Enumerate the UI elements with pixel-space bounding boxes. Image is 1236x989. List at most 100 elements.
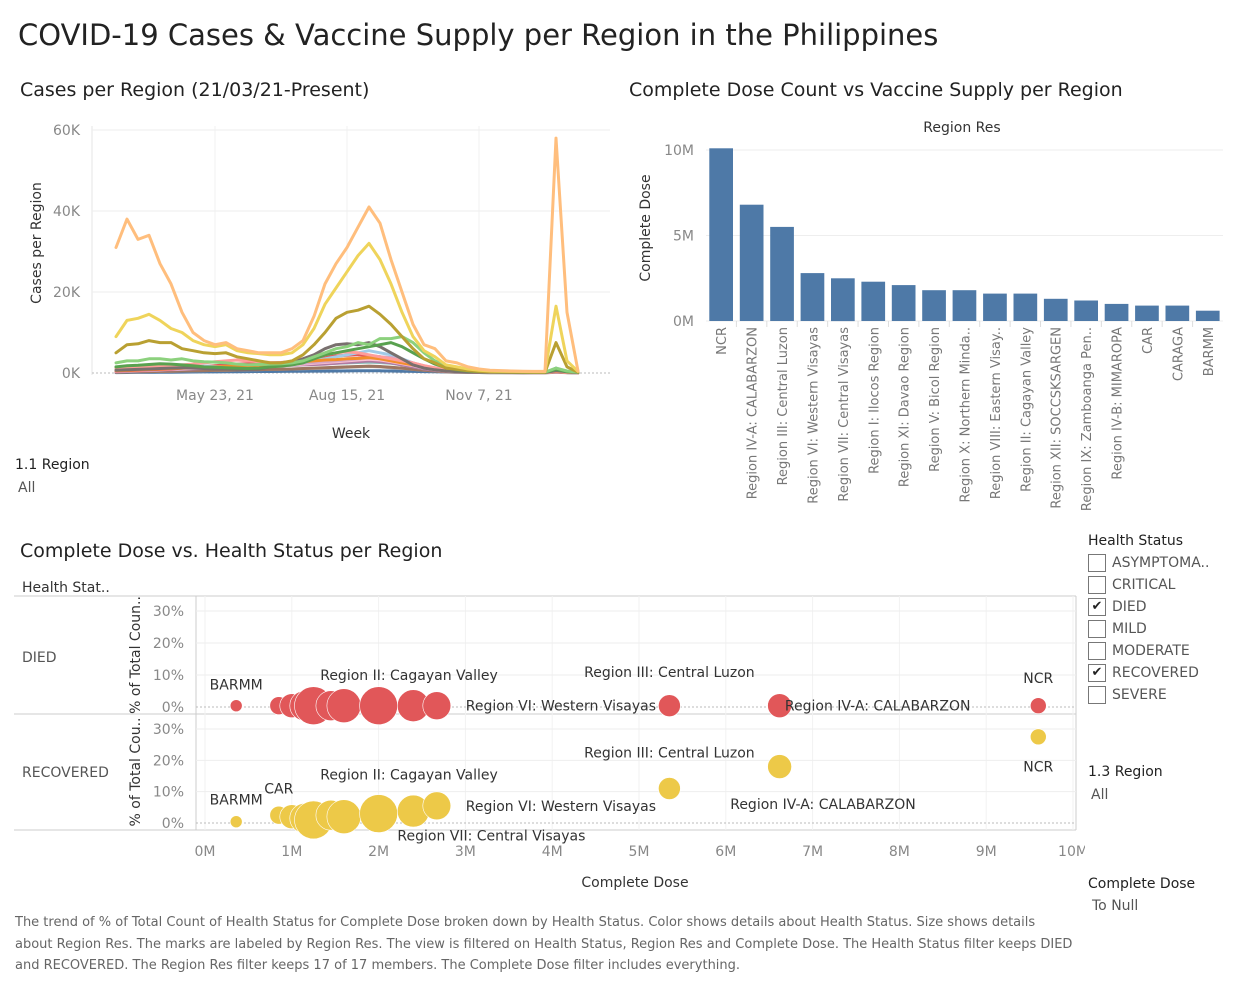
bar[interactable] — [831, 278, 855, 322]
y-axis-label: Cases per Region — [29, 182, 45, 304]
region-filter-1-title: 1.1 Region — [15, 457, 90, 473]
legend-item-recovered[interactable]: ✔ RECOVERED — [1088, 662, 1209, 684]
scatter-point[interactable] — [229, 815, 243, 828]
health-status-legend: Health Status ASYMPTOMA.. CRITICAL ✔ DIED MI… — [1088, 533, 1209, 706]
scatter-chart-title: Complete Dose vs. Health Status per Regi… — [20, 540, 443, 562]
scatter-point[interactable] — [658, 777, 681, 800]
scatter-point[interactable] — [658, 694, 681, 717]
scatter-point[interactable] — [767, 693, 792, 718]
legend-item-died[interactable]: ✔ DIED — [1088, 596, 1209, 618]
bar-header: Region Res — [923, 120, 1000, 136]
bar[interactable] — [891, 285, 916, 321]
line-chart-title: Cases per Region (21/03/21-Present) — [20, 79, 370, 101]
legend-item-critical[interactable]: CRITICAL — [1088, 574, 1209, 596]
bar-category-label: Region V: Bicol Region — [928, 327, 943, 472]
legend-item-label: MODERATE — [1112, 643, 1190, 659]
scatter-point[interactable] — [1030, 697, 1047, 714]
x-tick-label: 0M — [195, 844, 216, 860]
checkbox-icon[interactable] — [1088, 686, 1106, 704]
scatter-point[interactable] — [1030, 728, 1047, 746]
point-label: Region II: Cagayan Valley — [320, 668, 498, 684]
bar[interactable] — [952, 290, 977, 321]
x-axis-label: Week — [332, 426, 371, 442]
bar-category-label: Region VII: Central Visayas — [837, 327, 852, 502]
legend-item-severe[interactable]: SEVERE — [1088, 684, 1209, 706]
bar-category-label: Region IV-A: CALABARZON — [746, 327, 761, 499]
scatter-point[interactable] — [359, 686, 398, 725]
x-tick-label: 4M — [542, 844, 563, 860]
y-tick-label: 20% — [153, 753, 184, 769]
dose-bar-chart[interactable]: Region Res Complete Dose 10M 5M 0M NCR Region … — [620, 100, 1236, 530]
row-label-recovered: RECOVERED — [22, 765, 109, 781]
checkbox-icon[interactable] — [1088, 642, 1106, 660]
legend-item-moderate[interactable]: MODERATE — [1088, 640, 1209, 662]
bar-category-label: NCR — [715, 327, 730, 355]
x-tick-label: May 23, 21 — [176, 388, 254, 404]
checkbox-icon[interactable] — [1088, 554, 1106, 572]
bar[interactable] — [1013, 293, 1038, 321]
x-tick-label: 1M — [281, 844, 302, 860]
scatter-point[interactable] — [422, 691, 452, 720]
scatter-point[interactable] — [359, 794, 398, 833]
checkbox-icon[interactable] — [1088, 620, 1106, 638]
legend-title: Health Status — [1088, 533, 1184, 549]
y-tick-label: 20% — [153, 636, 184, 652]
health-scatter-chart[interactable]: Health Stat.. Complete Dose 0M 1M 2M 3M 4M 5M 6M… — [0, 570, 1085, 900]
point-label: Region VI: Western Visayas — [466, 799, 656, 815]
scatter-point[interactable] — [422, 791, 452, 821]
y-tick-label: 30% — [153, 604, 184, 620]
bar[interactable] — [800, 273, 825, 321]
bar-category-label: Region X: Northern Minda.. — [959, 327, 974, 502]
bar[interactable] — [1195, 310, 1220, 321]
checkbox-icon[interactable] — [1088, 576, 1106, 594]
region-filter-3-value[interactable]: All — [1091, 787, 1109, 803]
bar-category-label: BARMM — [1202, 327, 1217, 376]
x-tick-label: 7M — [802, 844, 823, 860]
bar-category-label: Region XII: SOCCSKSARGEN — [1050, 327, 1065, 509]
point-label: Region VII: Central Visayas — [397, 829, 585, 845]
bar[interactable] — [1074, 300, 1098, 322]
legend-item-label: CRITICAL — [1112, 577, 1176, 593]
legend-item-label: RECOVERED — [1112, 665, 1199, 681]
bar[interactable] — [1104, 303, 1129, 321]
series-line-ncr[interactable] — [114, 136, 580, 373]
complete-dose-filter-value[interactable]: To Null — [1092, 898, 1139, 914]
y-tick-label: 10M — [664, 143, 694, 159]
region-filter-3-title: 1.3 Region — [1088, 764, 1163, 780]
scatter-point[interactable] — [767, 754, 792, 779]
y-tick-label: 5M — [673, 229, 694, 245]
bar-category-label: Region I: Ilocos Region — [867, 327, 882, 474]
legend-item-asymptoma-[interactable]: ASYMPTOMA.. — [1088, 552, 1209, 574]
region-filter-1-value[interactable]: All — [18, 480, 36, 496]
scatter-point[interactable] — [229, 699, 243, 712]
bar[interactable] — [739, 204, 764, 321]
complete-dose-filter-title: Complete Dose — [1088, 876, 1196, 892]
bar[interactable] — [861, 281, 886, 321]
checkbox-checked-icon[interactable]: ✔ — [1088, 598, 1106, 616]
bar-category-label: Region XI: Davao Region — [898, 327, 913, 487]
bar[interactable] — [1165, 305, 1190, 321]
y-tick-label: 30% — [153, 722, 184, 738]
x-tick-label: 9M — [976, 844, 997, 860]
x-tick-label: 3M — [455, 844, 476, 860]
legend-item-label: MILD — [1112, 621, 1147, 637]
row-label-died: DIED — [22, 650, 57, 666]
bar[interactable] — [983, 293, 1007, 321]
checkbox-checked-icon[interactable]: ✔ — [1088, 664, 1106, 682]
bar-category-label: Region III: Central Luzon — [776, 327, 791, 485]
bar[interactable] — [1043, 298, 1068, 321]
y-tick-label: 0M — [673, 314, 694, 330]
scatter-point[interactable] — [326, 799, 362, 834]
bar[interactable] — [922, 290, 946, 321]
legend-item-mild[interactable]: MILD — [1088, 618, 1209, 640]
bar[interactable] — [770, 226, 794, 321]
cases-line-chart[interactable]: 60K 40K 20K 0K May 23, 21 Aug 15, 21 Nov 7, 21… — [0, 100, 620, 450]
bar[interactable] — [709, 148, 733, 321]
x-tick-label: 5M — [629, 844, 650, 860]
x-axis-label: Complete Dose — [581, 875, 688, 891]
bar[interactable] — [1135, 305, 1159, 321]
scatter-point[interactable] — [326, 688, 362, 723]
bar-category-label: Region IV-B: MIMAROPA — [1111, 327, 1126, 480]
y-tick-label: 10% — [153, 785, 184, 801]
chart-caption: The trend of % of Total Count of Health … — [15, 915, 1073, 973]
